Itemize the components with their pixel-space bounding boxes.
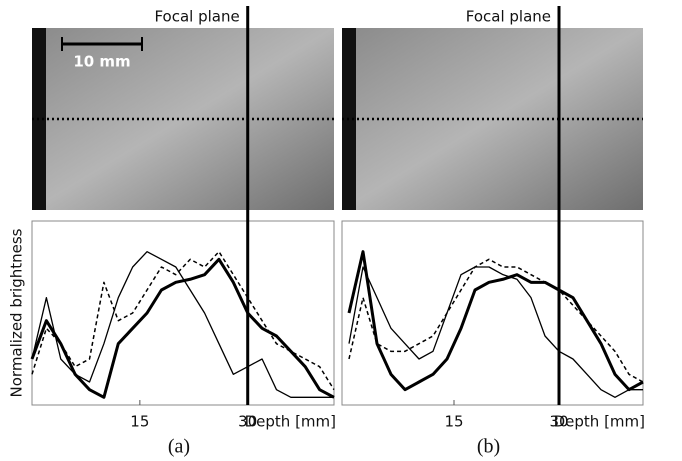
brightness-line	[348, 266, 643, 398]
brightness-line	[347, 250, 644, 392]
x-tick-label: 15	[444, 413, 463, 431]
scale-bar-label: 10 mm	[73, 53, 130, 71]
x-axis-label: Depth [mm]	[245, 413, 336, 431]
brightness-line	[30, 257, 335, 399]
brightness-line	[31, 251, 334, 398]
x-tick-label: 30	[238, 413, 257, 431]
brightness-line	[348, 258, 644, 383]
focal-plane-label: Focal plane	[154, 8, 239, 26]
plot-frame	[341, 220, 644, 406]
x-axis-label: Depth [mm]	[554, 413, 645, 431]
focal-plane-label: Focal plane	[466, 8, 551, 26]
panel-label: (b)	[477, 436, 500, 458]
plot-frame	[31, 220, 335, 406]
brightness-line	[31, 250, 335, 391]
panel-label: (a)	[168, 436, 190, 458]
y-axis-label: Normalized brightness	[8, 228, 26, 397]
x-tick-label: 15	[130, 413, 149, 431]
x-tick-label: 30	[549, 413, 568, 431]
